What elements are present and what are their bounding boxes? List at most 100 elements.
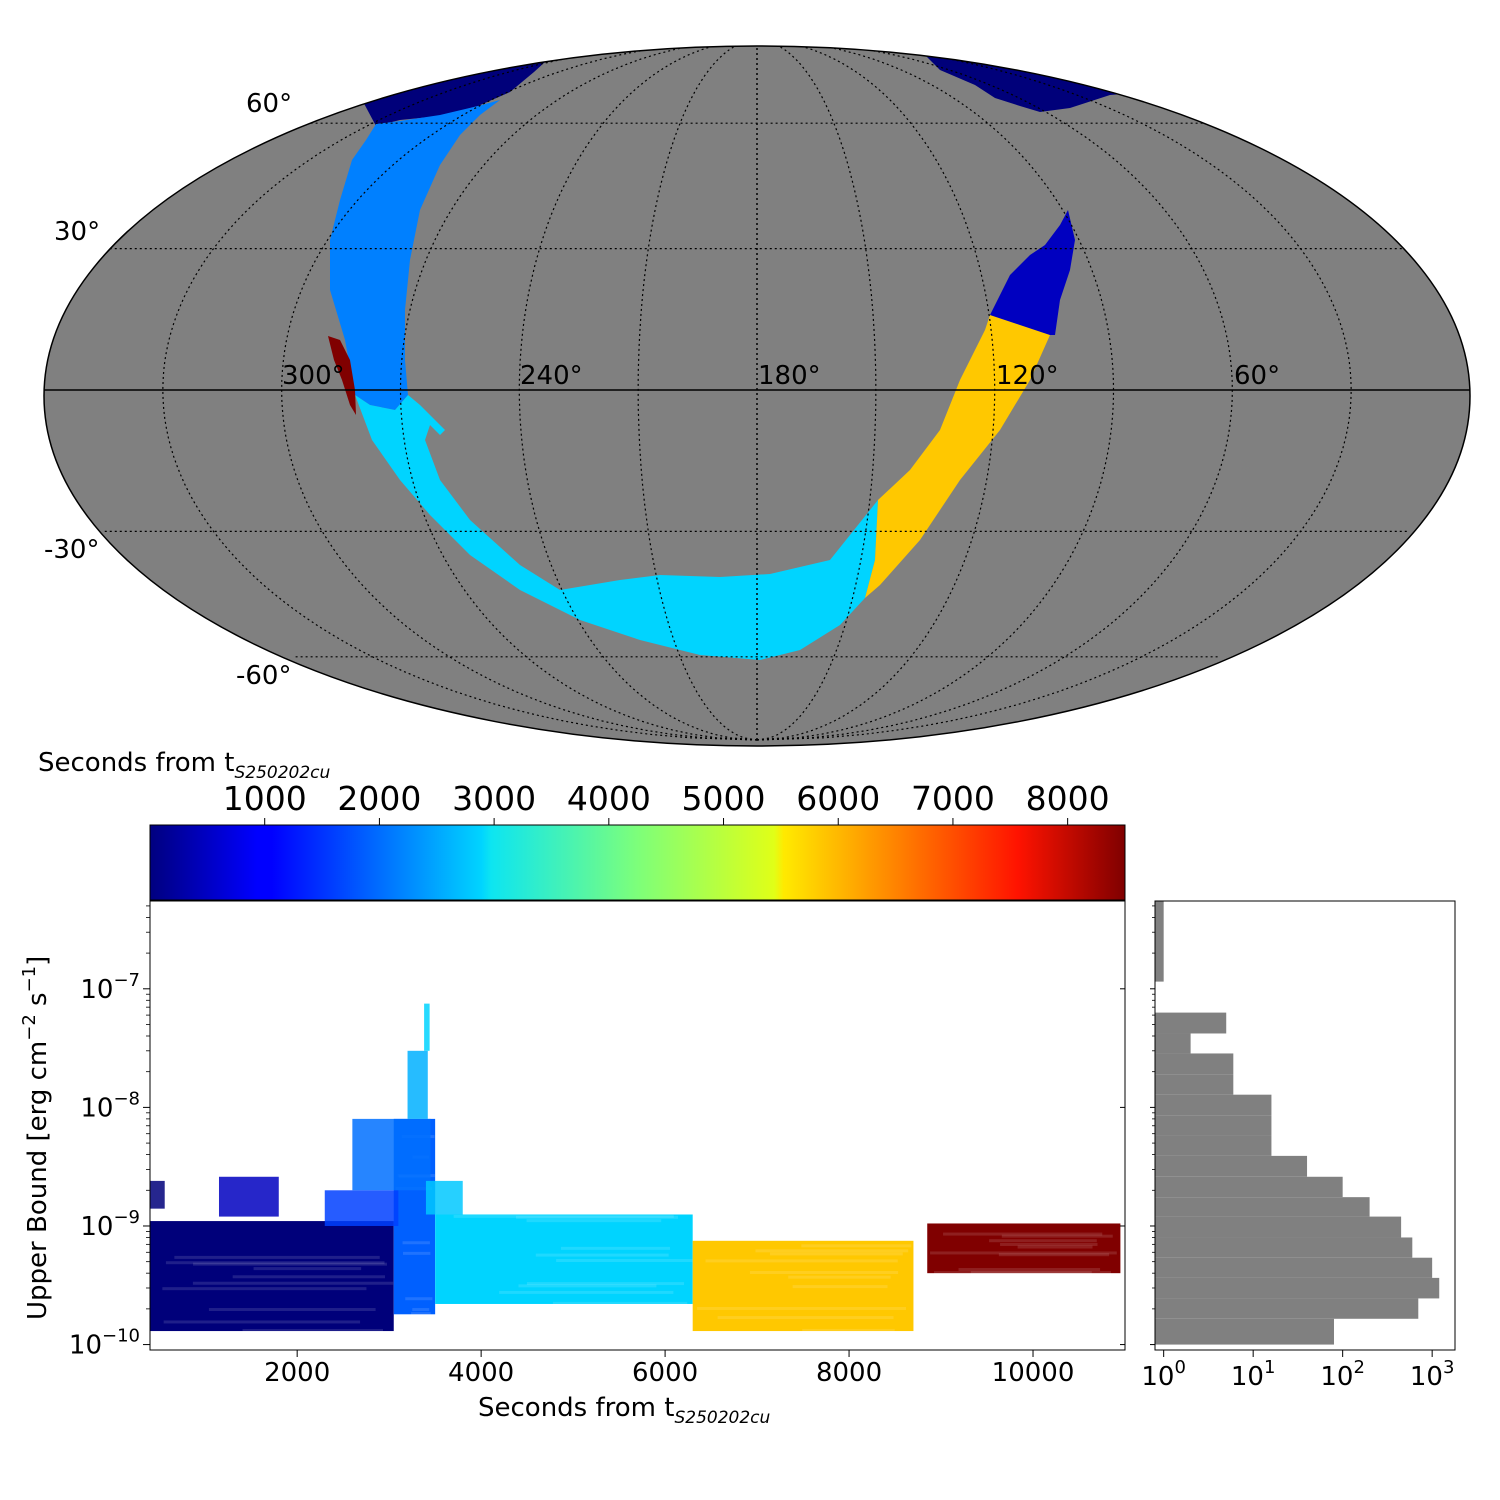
scatter-streak	[556, 1259, 693, 1263]
colorbar-tick-label: 1000	[223, 779, 307, 818]
scatter-streak	[535, 1253, 669, 1257]
scatter-streak	[242, 1328, 384, 1332]
sky-region	[360, 52, 556, 126]
colorbar-gradient	[149, 824, 1126, 901]
scatter-streak	[193, 1262, 387, 1266]
scatter-streak	[755, 1249, 909, 1253]
colorbar-tick-label: 2000	[337, 779, 421, 818]
histogram-bar	[1155, 1155, 1308, 1177]
y-tick-label: 10−9	[80, 1207, 140, 1242]
histogram-panel: 100 101 102 103	[1141, 900, 1456, 1392]
colorbar: Seconds from tS250202cu 1000 2000 3000 4000…	[38, 748, 1126, 901]
sky-region	[865, 315, 1050, 598]
scatter-streak	[163, 1320, 361, 1324]
scatter-streak	[801, 1244, 912, 1248]
lat-label-60: 60°	[246, 89, 292, 119]
y-tick-label: 10−8	[80, 1088, 140, 1123]
scatter-streak	[162, 1287, 367, 1291]
hist-x-tick-label: 102	[1320, 1357, 1365, 1392]
colorbar-ticks: 1000 2000 3000 4000 5000 6000 7000 8000	[223, 779, 1110, 825]
scatter-spike	[352, 1118, 431, 1191]
meridian-line	[399, 46, 758, 741]
scatter-streak	[998, 1253, 1110, 1257]
scatter-streak	[970, 1271, 1112, 1275]
histogram-bar	[1155, 901, 1164, 982]
scatter-streak	[232, 1275, 386, 1279]
scatter-spike	[150, 1180, 165, 1209]
scatter-streak	[192, 1281, 394, 1285]
scatter-spike	[424, 1003, 430, 1051]
meridian-line	[756, 46, 1352, 741]
colorbar-tick-label: 7000	[911, 779, 995, 818]
scatter-streak	[402, 1251, 431, 1255]
scatter-streak	[405, 1297, 433, 1301]
y-tick-label: 10−10	[69, 1326, 140, 1361]
scatter-streak	[402, 1241, 430, 1245]
histogram-bar	[1155, 1012, 1227, 1034]
scatter-streak	[705, 1259, 898, 1263]
x-tick-label: 6000	[632, 1358, 698, 1388]
histogram-bar	[1155, 1053, 1234, 1075]
histogram-bar	[1155, 1318, 1334, 1345]
lat-label-neg60: -60°	[236, 661, 291, 691]
scatter-point-group	[692, 1240, 914, 1332]
scatter-streak	[989, 1239, 1097, 1243]
scatter-streak	[552, 1301, 688, 1305]
sky-border	[43, 45, 1471, 747]
scatter-streak	[1017, 1245, 1093, 1249]
scatter-x-label: Seconds from tS250202cu	[478, 1393, 771, 1428]
scatter-streak	[788, 1275, 891, 1279]
scatter-streak	[749, 1271, 899, 1275]
x-tick-label: 4000	[448, 1358, 514, 1388]
scatter-streak	[526, 1219, 662, 1223]
scatter-streak	[769, 1252, 903, 1256]
scatter-streak	[1001, 1234, 1113, 1238]
lon-label-180: 180°	[758, 361, 821, 391]
sky-region	[330, 100, 500, 410]
scatter-streak	[930, 1251, 1117, 1255]
scatter-streak	[253, 1267, 362, 1271]
histogram-bar	[1155, 1277, 1440, 1299]
histogram-bar	[1155, 1257, 1433, 1278]
colorbar-tick-label: 5000	[682, 779, 766, 818]
scatter-point-group	[150, 1221, 394, 1332]
histogram-bar	[1155, 1074, 1234, 1095]
scatter-streak	[802, 1328, 895, 1332]
histogram-bar	[1155, 1197, 1370, 1217]
scatter-point-group	[435, 1214, 693, 1304]
histogram-bar	[1155, 1135, 1272, 1156]
scatter-streak	[516, 1215, 678, 1219]
scatter-streak	[1000, 1242, 1098, 1246]
histogram-bar	[1155, 1298, 1419, 1319]
y-tick-label: 10−7	[80, 970, 140, 1005]
hist-x-tick-label: 100	[1141, 1357, 1186, 1392]
histogram-bar	[1155, 1237, 1413, 1258]
histogram-bar	[1155, 1094, 1272, 1116]
sky-region	[355, 395, 878, 660]
scatter-streak	[958, 1268, 1101, 1272]
scatter-marks	[150, 1003, 1121, 1332]
scatter-spike	[425, 1180, 463, 1215]
scatter-streak	[165, 1261, 385, 1265]
hist-x-tick-label: 101	[1231, 1357, 1276, 1392]
histogram-bar	[1155, 1033, 1191, 1054]
x-tick-label: 8000	[816, 1358, 882, 1388]
scatter-y-label: Upper Bound [erg cm−2 s−1]	[19, 956, 53, 1320]
lat-label-30: 30°	[54, 217, 100, 247]
scatter-streak	[560, 1246, 671, 1250]
scatter-streak	[411, 1312, 431, 1316]
histogram-bar	[1155, 1176, 1343, 1198]
histogram-bar	[1155, 1216, 1402, 1238]
sky-region	[328, 336, 356, 415]
scatter-point-group	[927, 1223, 1121, 1274]
colorbar-label: Seconds from tS250202cu	[38, 748, 331, 783]
lon-label-120: 120°	[996, 361, 1059, 391]
meridian-line	[756, 46, 1115, 741]
lon-label-300: 300°	[282, 361, 345, 391]
meridian-line	[162, 46, 758, 741]
scatter-x-ticks: 2000 4000 6000 8000 10000	[264, 1350, 1074, 1388]
scatter-streak	[943, 1232, 1103, 1236]
skymap: 60° 30° -30° -60° 300° 240° 180° 120° 60…	[43, 45, 1471, 747]
scatter-streak	[518, 1284, 657, 1288]
colorbar-tick-label: 4000	[567, 779, 651, 818]
